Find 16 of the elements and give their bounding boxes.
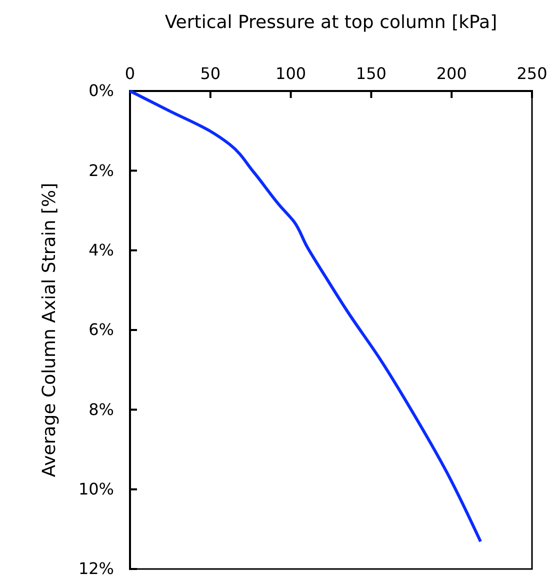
x-tick-label: 100 — [276, 64, 306, 83]
x-tick-label: 50 — [200, 64, 221, 83]
y-tick-label: 6% — [88, 320, 114, 340]
x-tick-label: 150 — [356, 64, 386, 83]
x-tick-label: 250 — [516, 64, 548, 83]
y-tick-label: 2% — [88, 160, 114, 180]
x-axis-title: Vertical Pressure at top column [kPa] — [164, 12, 498, 33]
y-tick-label: 8% — [88, 400, 114, 419]
y-tick-label: 0% — [88, 81, 114, 100]
x-tick-label: 0 — [124, 64, 136, 83]
y-tick-label: 12% — [78, 559, 114, 578]
y-tick-label: 10% — [78, 479, 114, 498]
line-series — [128, 90, 482, 544]
y-axis-title: Average Column Axial Strain [%] — [39, 182, 60, 478]
x-tick-label: 200 — [436, 64, 467, 83]
y-tick-label: 4% — [88, 240, 114, 260]
